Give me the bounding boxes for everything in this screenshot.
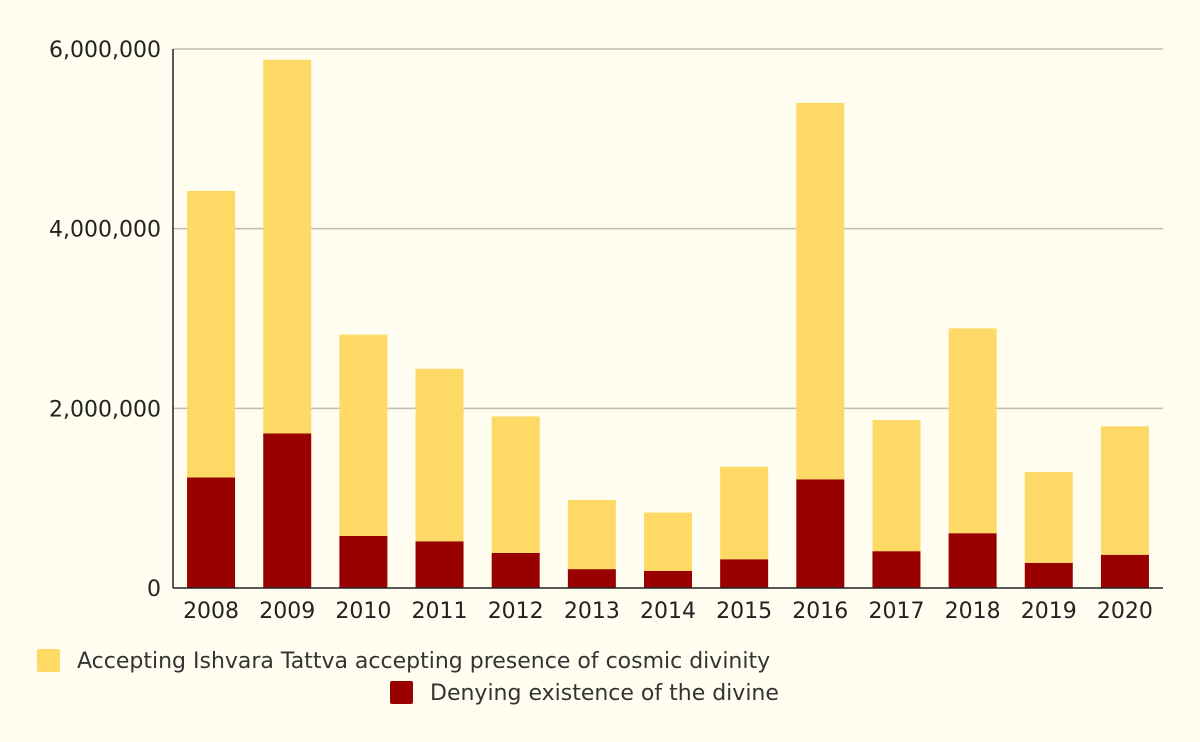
bar-denying-2017 (872, 551, 921, 588)
bar-denying-2012 (491, 552, 540, 588)
bar-accepting-2011 (415, 368, 464, 542)
bar-accepting-2020 (1100, 426, 1149, 555)
x-tick-label: 2015 (716, 599, 772, 624)
bar-accepting-2019 (1024, 472, 1073, 563)
bar-accepting-2017 (872, 420, 921, 552)
bars (187, 59, 1149, 588)
x-axis-ticks: 2008 2009 2010 2011 2012 2013 2014 2015 2016 2017… (183, 599, 1153, 624)
bar-denying-2013 (567, 569, 616, 588)
legend: Accepting Ishvara Tattva accepting prese… (37, 649, 779, 706)
bar-accepting-2014 (644, 512, 692, 571)
x-tick-label: 2020 (1097, 599, 1153, 624)
bar-denying-2010 (339, 535, 388, 588)
x-tick-label: 2012 (488, 599, 544, 624)
y-tick-label: 6,000,000 (49, 38, 161, 63)
bar-denying-2011 (415, 541, 464, 588)
y-tick-label: 4,000,000 (49, 218, 161, 243)
bar-accepting-2013 (567, 499, 616, 570)
bar-denying-2020 (1100, 554, 1149, 588)
x-tick-label: 2019 (1021, 599, 1077, 624)
legend-swatch (390, 681, 413, 704)
y-tick-label: 2,000,000 (49, 397, 161, 422)
bar-denying-2018 (948, 533, 997, 588)
x-tick-label: 2016 (792, 599, 848, 624)
legend-label: Accepting Ishvara Tattva accepting prese… (77, 649, 770, 674)
bar-denying-2008 (187, 477, 236, 588)
bar-denying-2019 (1024, 562, 1073, 588)
bar-denying-2014 (644, 570, 692, 588)
bar-denying-2015 (720, 559, 769, 588)
bar-accepting-2016 (796, 102, 845, 480)
bar-accepting-2015 (720, 466, 769, 560)
x-tick-label: 2014 (640, 599, 696, 624)
bar-denying-2009 (263, 433, 312, 588)
axes (172, 49, 1163, 589)
gridlines (173, 48, 1163, 410)
x-tick-label: 2011 (412, 599, 468, 624)
x-tick-label: 2018 (945, 599, 1001, 624)
bar-accepting-2012 (491, 416, 540, 553)
legend-label: Denying existence of the divine (430, 681, 779, 706)
y-tick-label: 0 (147, 577, 161, 602)
x-tick-label: 2010 (335, 599, 391, 624)
bar-accepting-2008 (187, 190, 236, 478)
bar-accepting-2009 (263, 59, 312, 434)
bar-denying-2016 (796, 479, 845, 588)
x-tick-label: 2013 (564, 599, 620, 624)
legend-swatch (37, 649, 60, 672)
bar-accepting-2018 (948, 328, 997, 534)
x-tick-label: 2009 (259, 599, 315, 624)
y-axis-ticks: 0 2,000,000 4,000,000 6,000,000 (49, 38, 161, 602)
x-tick-label: 2017 (868, 599, 924, 624)
x-tick-label: 2008 (183, 599, 239, 624)
bar-accepting-2010 (339, 334, 388, 536)
